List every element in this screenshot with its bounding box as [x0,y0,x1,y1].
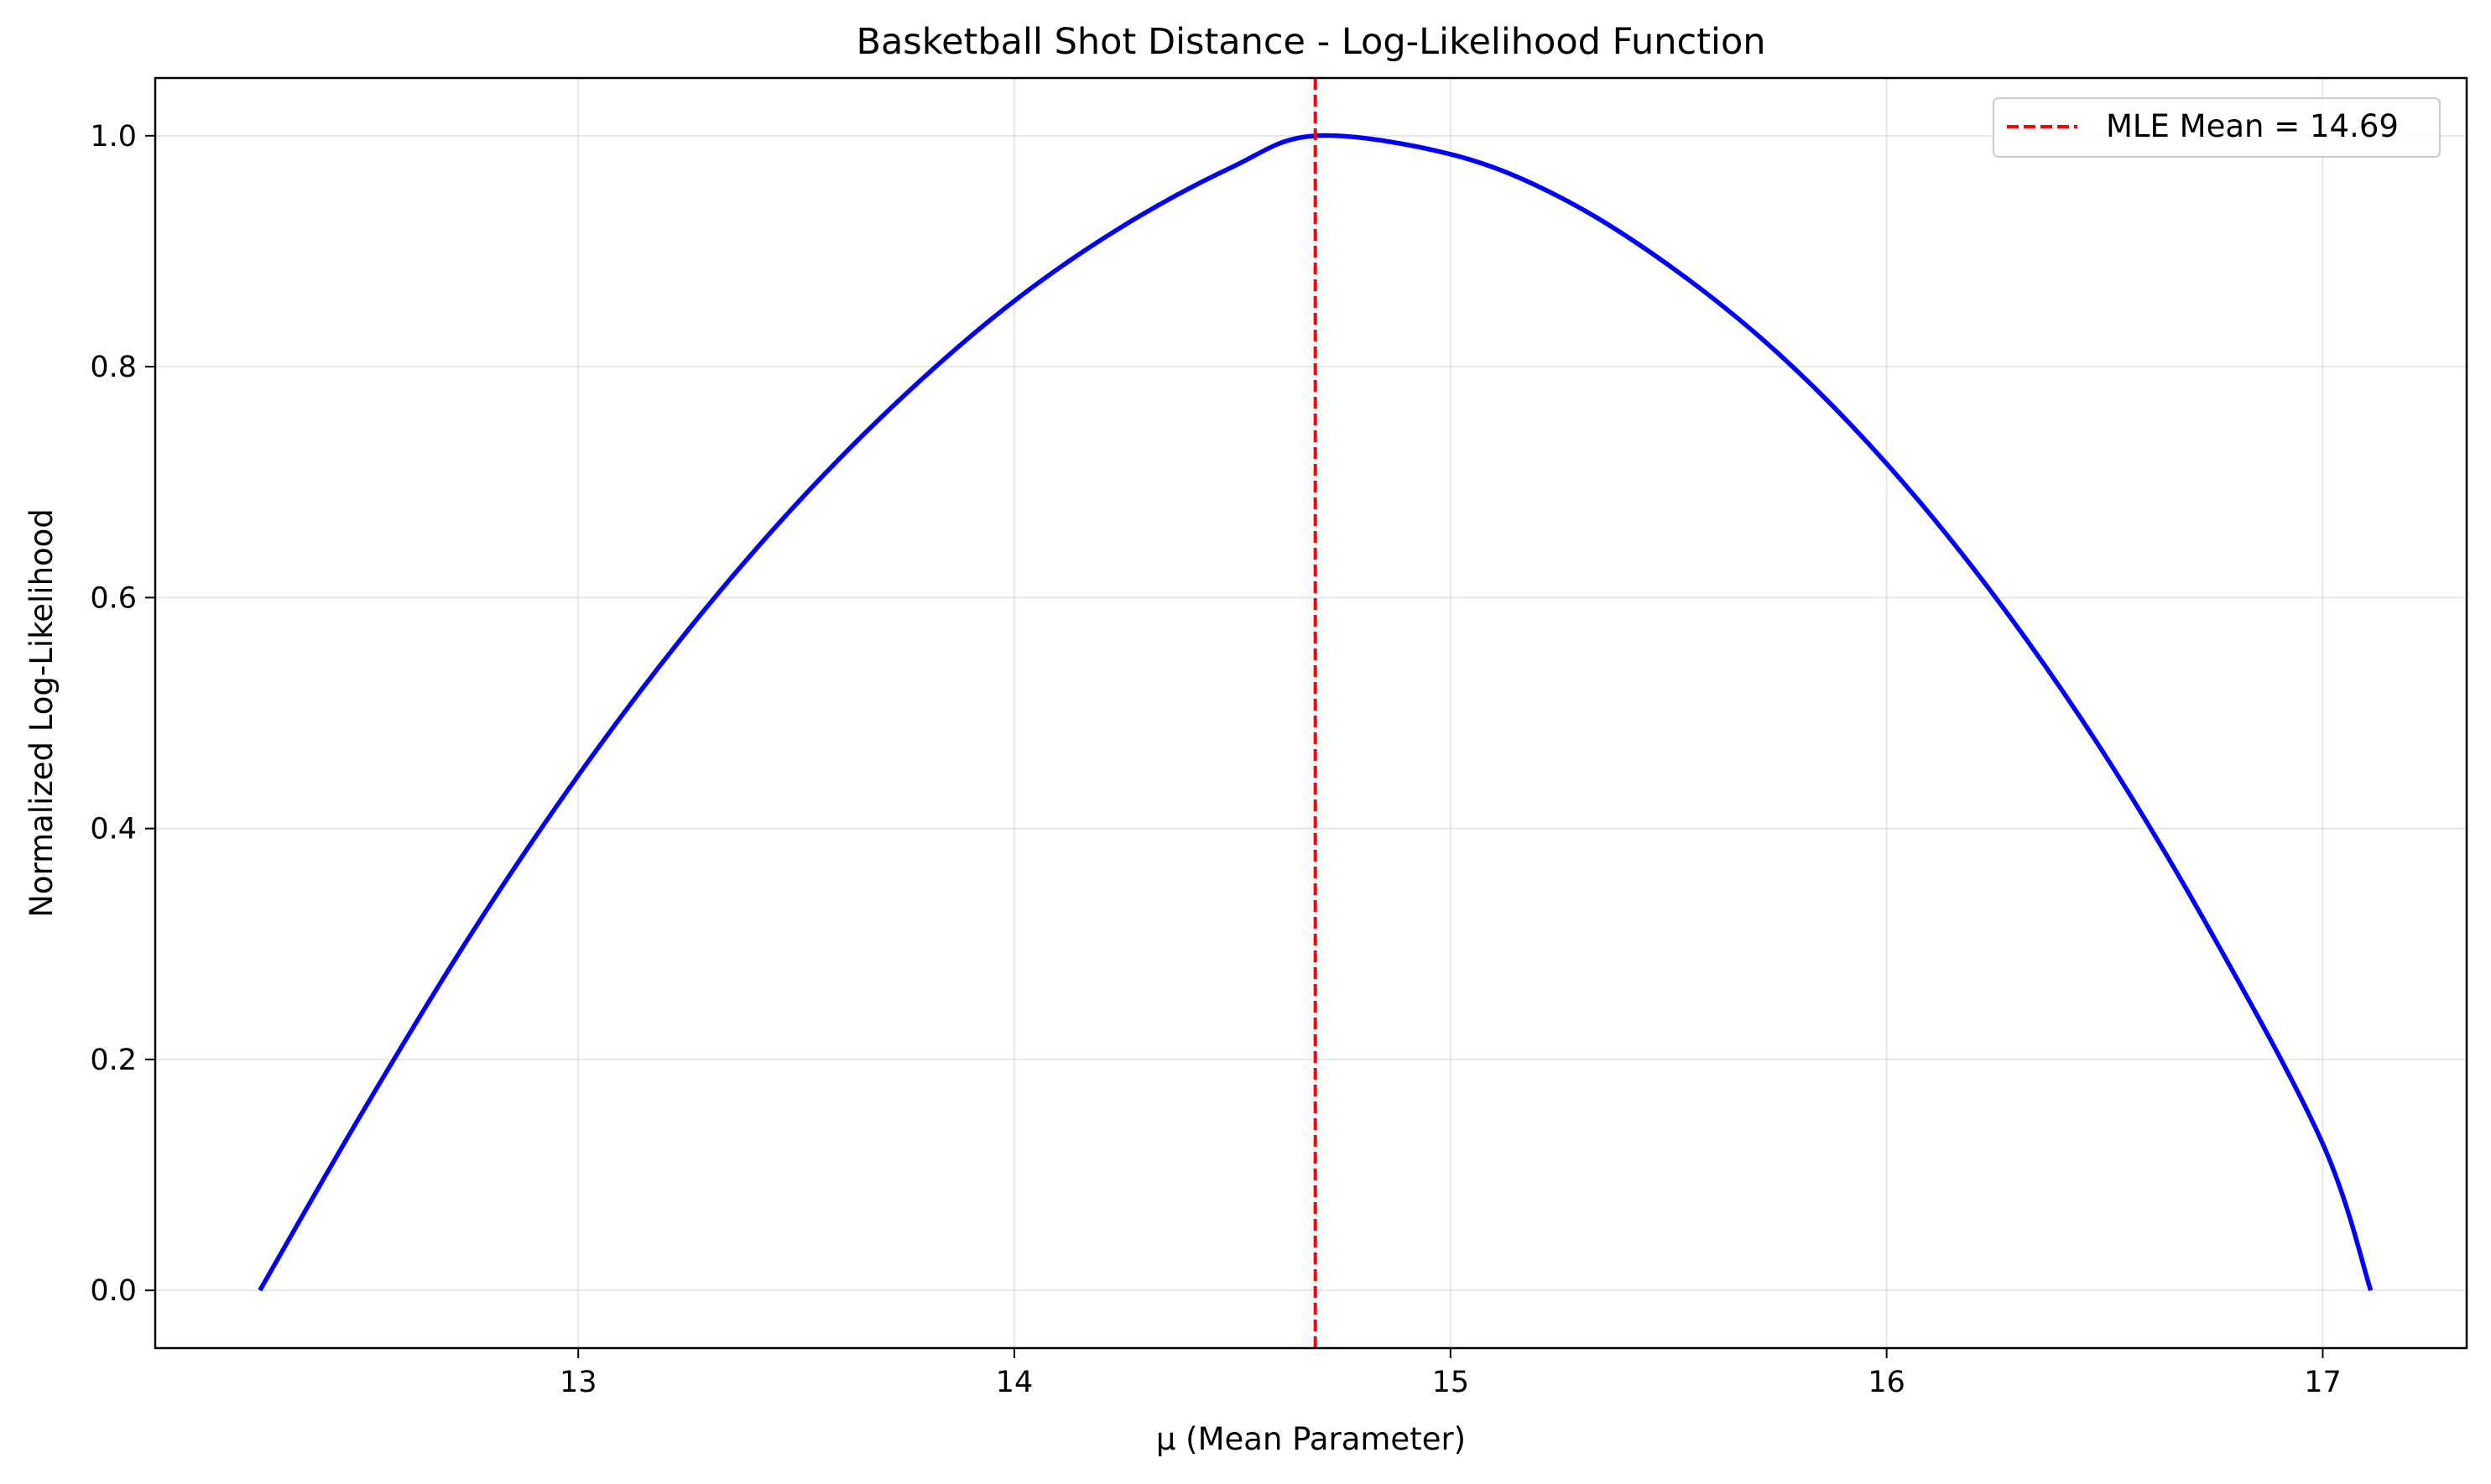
plot-area [258,78,2374,1348]
x-tick-label: 14 [996,1366,1034,1399]
grid-lines [155,78,2467,1348]
legend-box [1993,97,2441,158]
legend: MLE Mean = 14.69 [1993,97,2441,158]
x-tick-label: 16 [1868,1366,1905,1399]
x-tick-label: 13 [560,1366,597,1399]
y-tick-label: 0.8 [90,351,137,384]
axes-frame [154,76,2468,1350]
x-axis-label: μ (Mean Parameter) [1156,1421,1466,1457]
y-tick-label: 1.0 [90,120,137,154]
y-tick-label: 0.2 [90,1044,137,1077]
x-tick-label: 15 [1432,1366,1470,1399]
y-tick-label: 0.4 [90,813,137,846]
legend-mle-label: MLE Mean = 14.69 [2106,108,2399,144]
chart-title: Basketball Shot Distance - Log-Likelihoo… [856,21,1765,63]
y-axis-label: Normalized Log-Likelihood [23,508,60,918]
y-tick-label: 0.6 [90,581,137,615]
axis-ticks: 13 14 15 16 17 0.0 0.2 0.4 0.6 0.8 1.0 [90,120,2341,1399]
x-tick-label: 17 [2304,1366,2342,1399]
y-tick-label: 0.0 [90,1274,137,1308]
